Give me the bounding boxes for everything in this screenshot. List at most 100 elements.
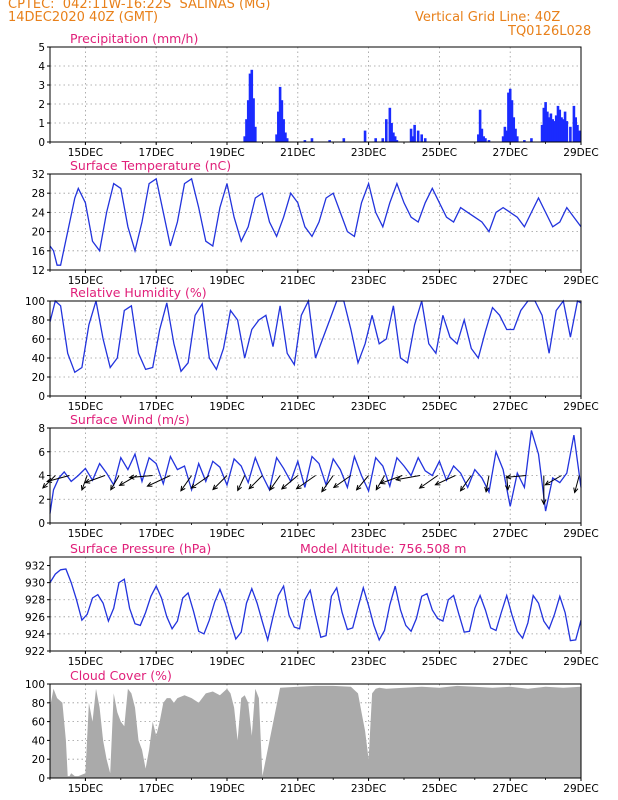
y-tick-label: 4	[38, 61, 45, 73]
wind-arrow-head	[505, 474, 512, 480]
wind-arrow-head	[248, 483, 255, 490]
wind-title: Surface Wind (m/s)	[70, 412, 190, 427]
wind-arrow-head	[180, 485, 186, 492]
y-tick-label: 24	[32, 207, 46, 219]
y-tick-label: 3	[38, 80, 45, 92]
rh-line	[49, 298, 582, 374]
wind-arrow-head	[84, 478, 91, 484]
x-tick-label: 27DEC	[492, 783, 527, 795]
precip-bar	[478, 109, 482, 142]
precip-bar	[540, 124, 544, 142]
precip-bar	[480, 128, 484, 142]
wind-arrow-head	[504, 484, 511, 491]
precip-bar	[374, 138, 377, 142]
temp-line	[49, 177, 582, 266]
x-tick-label: 23DEC	[351, 147, 386, 159]
y-tick-label: 0	[38, 391, 45, 403]
precip-bar	[246, 100, 250, 142]
precip-bar	[280, 100, 284, 142]
wind-arrow-head	[434, 480, 441, 486]
wind-arrow-head	[80, 484, 86, 492]
x-tick-label: 17DEC	[138, 401, 173, 413]
wind-arrow-head	[459, 485, 466, 492]
x-tick-label: 17DEC	[138, 656, 173, 668]
cloud-title: Cloud Cover (%)	[70, 668, 172, 683]
precip-bar	[252, 98, 255, 142]
x-tick-label: 19DEC	[209, 656, 244, 668]
x-tick-label: 15DEC	[68, 147, 103, 159]
wind-arrow-head	[332, 482, 339, 489]
x-tick-label: 25DEC	[422, 147, 457, 159]
wind-arrow	[296, 475, 316, 490]
y-tick-label: 932	[25, 561, 45, 573]
wind-arrow-head	[110, 484, 116, 491]
y-tick-label: 20	[32, 227, 45, 239]
wind-frame	[49, 427, 582, 524]
x-tick-label: 23DEC	[351, 783, 386, 795]
precip-frame	[49, 46, 582, 143]
x-tick-label: 21DEC	[280, 147, 315, 159]
precip-bar	[392, 132, 395, 142]
wind-arrow-head	[573, 487, 579, 494]
y-tick-label: 80	[32, 698, 45, 710]
precip-panel: Precipitation (mm/h) 0 1 2 3 4 5 15DEC 17DEC 19DE…	[38, 31, 598, 159]
forecast-date: 14DEC2020 40Z (GMT)	[8, 10, 159, 25]
wind-arrow-head	[484, 486, 490, 493]
wind-arrow	[419, 475, 438, 489]
x-tick-label: 23DEC	[351, 275, 386, 287]
x-tick-label: 15DEC	[68, 401, 103, 413]
precip-bar	[510, 100, 514, 142]
cloud-area	[50, 685, 581, 778]
precip-bar	[250, 69, 254, 142]
wind-arrow	[248, 475, 263, 490]
precip-bar	[420, 134, 423, 142]
cloud-frame	[49, 683, 582, 779]
wind-arrow	[460, 475, 472, 492]
precip-bar	[544, 102, 547, 142]
y-tick-label: 8	[38, 423, 45, 435]
x-tick-label: 29DEC	[563, 275, 598, 287]
precip-bar	[413, 124, 416, 142]
wind-arrow-head	[375, 484, 381, 491]
precip-bar	[542, 107, 546, 142]
precip-bar	[278, 86, 282, 142]
wind-arrow-head	[146, 482, 153, 487]
x-tick-label: 27DEC	[492, 656, 527, 668]
precip-bar	[482, 136, 485, 142]
x-tick-label: 17DEC	[138, 147, 173, 159]
precip-bar	[551, 119, 554, 142]
precip-bar	[390, 123, 393, 142]
precip-bar	[554, 115, 558, 142]
y-tick-label: 6	[38, 447, 45, 459]
y-tick-label: 32	[32, 169, 45, 181]
y-tick-label: 4	[38, 471, 45, 483]
precip-bar	[282, 119, 285, 142]
precip-bar	[310, 138, 314, 142]
rh-panel: Relative Humidity (%) 0 20 40 60 80 100 15DEC 17…	[25, 285, 599, 413]
y-tick-label: 0	[38, 137, 45, 149]
wind-arrow	[110, 475, 120, 491]
wind-arrow	[545, 475, 562, 486]
precip-bar	[514, 128, 517, 142]
x-tick-label: 15DEC	[68, 783, 103, 795]
y-tick-label: 60	[32, 717, 45, 729]
wind-arrow-head	[212, 484, 218, 491]
x-tick-label: 25DEC	[422, 401, 457, 413]
rh-frame	[49, 300, 582, 397]
precip-bar	[549, 113, 553, 142]
y-tick-label: 28	[32, 188, 45, 200]
press-title: Surface Pressure (hPa)	[70, 541, 211, 556]
precip-bar	[248, 73, 252, 142]
precip-bar	[277, 111, 280, 142]
precip-bar	[487, 140, 491, 142]
wind-line	[49, 430, 582, 514]
y-tick-label: 1	[38, 118, 45, 130]
wind-arrow	[237, 475, 246, 491]
precip-bar	[530, 138, 533, 142]
precip-title: Precipitation (mm/h)	[70, 31, 198, 46]
y-tick-label: 928	[25, 595, 45, 607]
wind-arrow-head	[418, 483, 425, 489]
precip-bar	[285, 138, 289, 142]
station-info: CPTEC: 042:11W-16:22S SALINAS (MG)	[8, 0, 271, 12]
x-tick-label: 21DEC	[280, 783, 315, 795]
